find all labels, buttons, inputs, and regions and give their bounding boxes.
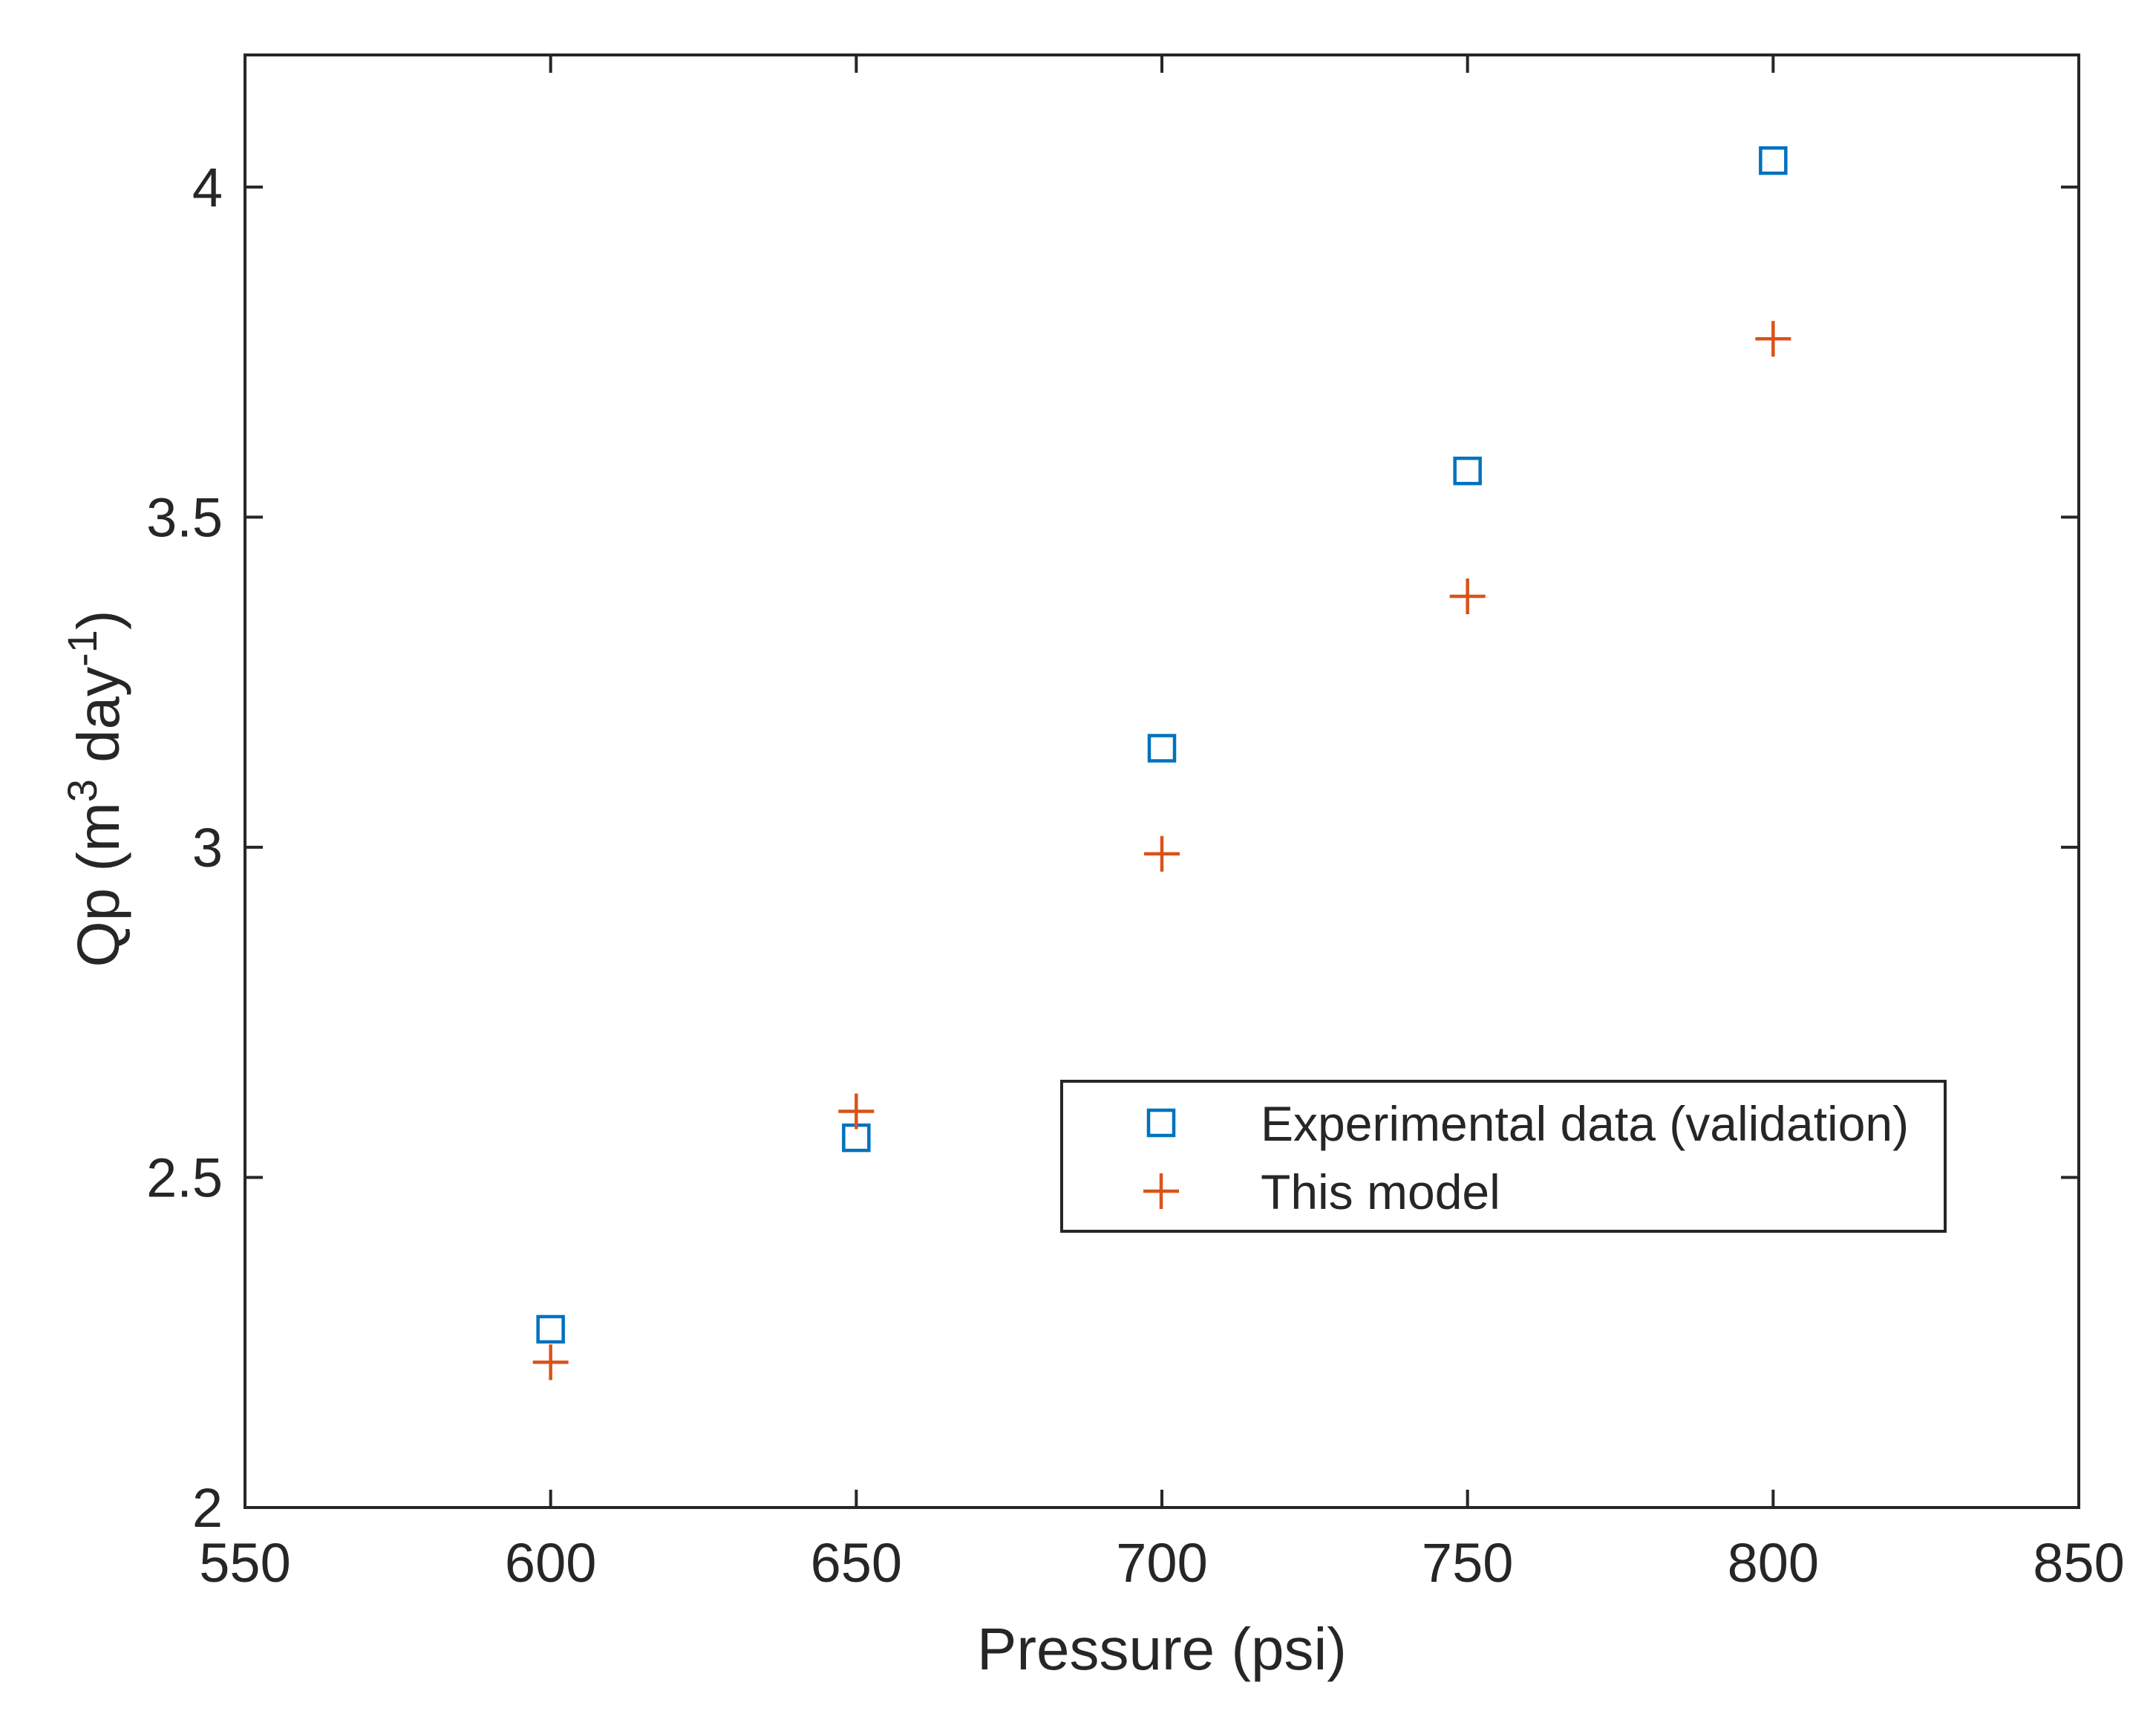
- y-axis-label: Qp (m3 day-1): [59, 610, 131, 967]
- y-tick-labels: 2 2.5 3 3.5 4: [146, 157, 223, 1539]
- legend-marker-model: [1143, 1173, 1179, 1209]
- legend: Experimental data (validation) This mode…: [1060, 1080, 1947, 1233]
- x-tick-labels: 550 600 650 700 750 800 850: [199, 1532, 2124, 1594]
- x-tick-label: 850: [2033, 1532, 2124, 1594]
- y-axis-label-mid: day: [65, 667, 131, 779]
- legend-label-model: This model: [1261, 1164, 1500, 1219]
- x-tick-label: 600: [505, 1532, 596, 1594]
- model-point: [532, 1344, 569, 1381]
- y-tick-label: 2: [192, 1477, 223, 1539]
- model-point: [1449, 579, 1486, 615]
- model-point: [1755, 321, 1791, 357]
- markers-layer: [532, 146, 1791, 1381]
- y-axis-label-sup1: 3: [59, 779, 105, 802]
- x-tick-label: 700: [1116, 1532, 1207, 1594]
- x-axis-label: Pressure (psi): [977, 1616, 1347, 1682]
- y-tick-label: 3.5: [146, 486, 223, 548]
- experimental-point: [1453, 456, 1482, 486]
- plot-area-frame: [244, 53, 2080, 1509]
- y-tick-label: 4: [192, 157, 223, 218]
- legend-box: [1060, 1080, 1947, 1233]
- y-axis-label-main: Qp (m: [65, 802, 131, 967]
- legend-label-experimental: Experimental data (validation): [1261, 1096, 1909, 1151]
- y-axis-label-sup2: -1: [59, 630, 105, 667]
- legend-square-icon: [1146, 1108, 1176, 1138]
- x-tick-label: 750: [1422, 1532, 1513, 1594]
- y-axis-label-end: ): [65, 610, 131, 630]
- x-tick-label: 550: [199, 1532, 290, 1594]
- y-tick-label: 3: [192, 817, 223, 879]
- experimental-point: [1147, 734, 1177, 763]
- experimental-point: [1759, 146, 1788, 175]
- y-tick-label: 2.5: [146, 1147, 223, 1208]
- model-point: [838, 1093, 875, 1130]
- model-point: [1144, 835, 1180, 872]
- x-tick-label: 800: [1728, 1532, 1819, 1594]
- experimental-point: [536, 1314, 565, 1344]
- legend-marker-experimental: [1146, 1108, 1176, 1138]
- x-tick-label: 650: [811, 1532, 902, 1594]
- legend-plus-icon: [1143, 1173, 1179, 1209]
